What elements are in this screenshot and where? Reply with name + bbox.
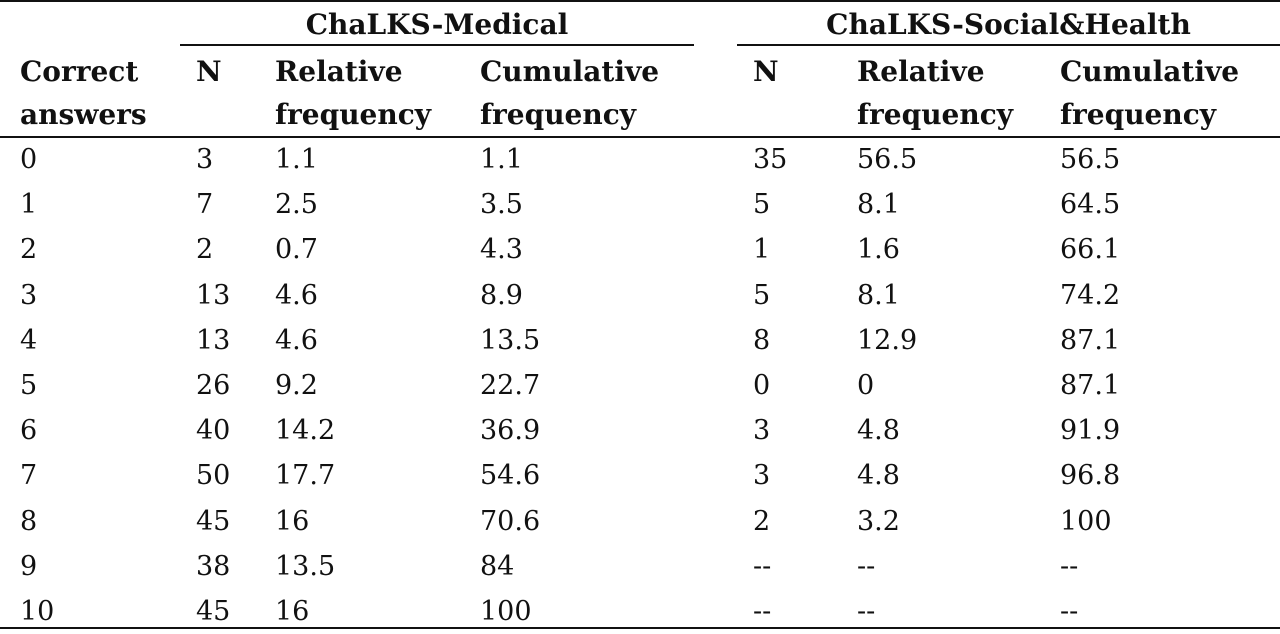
cell-n-social-health: 5 [753,189,771,221]
header-bottom-rule [0,136,1280,138]
cell-relative-frequency-medical: 4.6 [275,279,318,311]
cell-relative-frequency-social-health: 4.8 [857,415,900,447]
cell-relative-frequency-social-health: -- [857,596,876,627]
cell-cumulative-frequency-social-health: 66.1 [1060,234,1121,266]
header-cumulative-frequency-social-health: Cumulative frequency [1060,55,1240,131]
cell-n-social-health: 1 [753,234,771,266]
cell-correct-answers: 10 [20,596,55,627]
cell-n-medical: 45 [196,505,231,537]
cell-relative-frequency-medical: 2.5 [275,189,318,221]
cell-n-medical: 40 [196,415,231,447]
cell-n-medical: 2 [196,234,214,266]
cell-correct-answers: 5 [20,370,38,401]
header-n-medical: N [196,55,222,88]
cell-correct-answers: 2 [20,234,38,266]
cell-n-social-health: 35 [753,144,788,175]
cell-correct-answers: 6 [20,415,38,447]
cell-n-medical: 45 [196,596,231,627]
header-relative-frequency-medical: Relative frequency [275,55,432,131]
cell-cumulative-frequency-social-health: 74.2 [1060,279,1121,311]
cell-correct-answers: 7 [20,460,38,492]
cell-cumulative-frequency-social-health: 91.9 [1060,415,1121,447]
cell-relative-frequency-medical: 14.2 [275,415,336,447]
cell-n-social-health: -- [753,596,772,627]
cell-n-social-health: 8 [753,324,771,356]
header-cumulative-frequency-medical: Cumulative frequency [480,55,660,131]
cell-relative-frequency-medical: 13.5 [275,550,336,582]
cell-correct-answers: 4 [20,324,38,356]
cell-relative-frequency-medical: 9.2 [275,370,318,401]
cell-correct-answers: 3 [20,279,38,311]
cell-n-medical: 13 [196,279,231,311]
group-underline-social-health [737,44,1280,46]
cell-relative-frequency-social-health: -- [857,550,876,582]
cell-relative-frequency-medical: 1.1 [275,144,318,175]
cell-cumulative-frequency-medical: 54.6 [480,460,541,492]
cell-cumulative-frequency-social-health: 96.8 [1060,460,1121,492]
cell-relative-frequency-medical: 16 [275,596,310,627]
cell-n-medical: 3 [196,144,214,175]
cell-n-social-health: 5 [753,279,771,311]
cell-relative-frequency-social-health: 3.2 [857,505,900,537]
cell-n-medical: 13 [196,324,231,356]
group-title-medical: ChaLKS-Medical [305,8,569,41]
cell-relative-frequency-social-health: 56.5 [857,144,918,175]
cell-n-medical: 38 [196,550,231,582]
cell-relative-frequency-social-health: 4.8 [857,460,900,492]
cell-cumulative-frequency-medical: 4.3 [480,234,523,266]
cell-relative-frequency-medical: 4.6 [275,324,318,356]
cell-cumulative-frequency-social-health: 100 [1060,505,1112,537]
header-relative-frequency-social-health: Relative frequency [857,55,1014,131]
cell-n-medical: 26 [196,370,231,401]
cell-relative-frequency-social-health: 8.1 [857,189,900,221]
cell-n-medical: 7 [196,189,214,221]
cell-cumulative-frequency-medical: 36.9 [480,415,541,447]
cell-cumulative-frequency-medical: 8.9 [480,279,523,311]
cell-correct-answers: 0 [20,144,38,175]
cell-n-social-health: 0 [753,370,771,401]
cell-cumulative-frequency-social-health: 56.5 [1060,144,1121,175]
cell-correct-answers: 9 [20,550,38,582]
cell-correct-answers: 8 [20,505,38,537]
cell-relative-frequency-social-health: 0 [857,370,875,401]
cell-cumulative-frequency-medical: 70.6 [480,505,541,537]
cell-relative-frequency-medical: 16 [275,505,310,537]
cell-cumulative-frequency-social-health: -- [1060,596,1079,627]
cell-cumulative-frequency-medical: 22.7 [480,370,541,401]
cell-relative-frequency-social-health: 8.1 [857,279,900,311]
cell-relative-frequency-medical: 17.7 [275,460,336,492]
cell-cumulative-frequency-social-health: -- [1060,550,1079,582]
cell-cumulative-frequency-medical: 84 [480,550,515,582]
header-correct-answers: Correct answers [20,55,147,131]
group-title-social-health: ChaLKS-Social&Health [826,8,1191,41]
cell-n-social-health: 2 [753,505,771,537]
table-bottom-rule [0,627,1280,629]
cell-n-social-health: -- [753,550,772,582]
cell-n-social-health: 3 [753,460,771,492]
cell-cumulative-frequency-social-health: 87.1 [1060,324,1121,356]
cell-relative-frequency-medical: 0.7 [275,234,318,266]
table-top-rule [0,0,1280,2]
cell-cumulative-frequency-medical: 1.1 [480,144,523,175]
cell-cumulative-frequency-social-health: 64.5 [1060,189,1121,221]
header-n-social-health: N [753,55,779,88]
group-underline-medical [180,44,694,46]
cell-relative-frequency-social-health: 12.9 [857,324,918,356]
cell-cumulative-frequency-medical: 13.5 [480,324,541,356]
cell-cumulative-frequency-social-health: 87.1 [1060,370,1121,401]
cell-relative-frequency-social-health: 1.6 [857,234,900,266]
cell-correct-answers: 1 [20,189,38,221]
cell-cumulative-frequency-medical: 100 [480,596,532,627]
cell-n-social-health: 3 [753,415,771,447]
cell-cumulative-frequency-medical: 3.5 [480,189,523,221]
cell-n-medical: 50 [196,460,231,492]
